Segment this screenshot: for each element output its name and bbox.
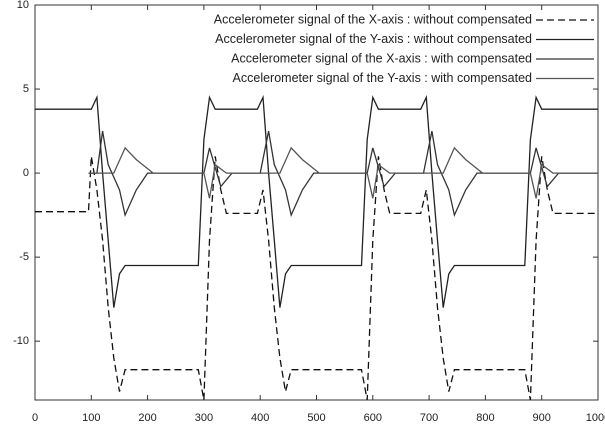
x-tick-label: 400 xyxy=(251,412,269,424)
y-tick-label: -10 xyxy=(13,335,29,347)
y-tick-label: -5 xyxy=(19,251,29,263)
x-tick-label: 100 xyxy=(82,412,100,424)
legend-text: Accelerometer signal of the X-axis : wit… xyxy=(214,12,532,26)
x-tick-label: 300 xyxy=(195,412,213,424)
x-tick-label: 800 xyxy=(476,412,494,424)
y-tick-label: 0 xyxy=(23,167,29,179)
legend-text: Accelerometer signal of the Y-axis : wit… xyxy=(233,71,533,85)
x-tick-label: 900 xyxy=(533,412,551,424)
series-line xyxy=(88,146,598,199)
series-line xyxy=(35,156,598,401)
x-tick-label: 0 xyxy=(32,412,38,424)
y-tick-label: 5 xyxy=(23,83,29,95)
x-tick-label: 600 xyxy=(364,412,382,424)
x-tick-label: 700 xyxy=(420,412,438,424)
x-tick-label: 1000 xyxy=(586,412,605,424)
legend-text: Accelerometer signal of the Y-axis : wit… xyxy=(215,32,532,46)
series-line xyxy=(35,94,598,308)
plot-frame xyxy=(34,4,599,401)
x-tick-label: 500 xyxy=(307,412,325,424)
series-line xyxy=(88,130,598,218)
y-tick-label: 10 xyxy=(17,0,29,11)
x-tick-label: 200 xyxy=(138,412,156,424)
legend-text: Accelerometer signal of the X-axis : wit… xyxy=(231,51,532,65)
